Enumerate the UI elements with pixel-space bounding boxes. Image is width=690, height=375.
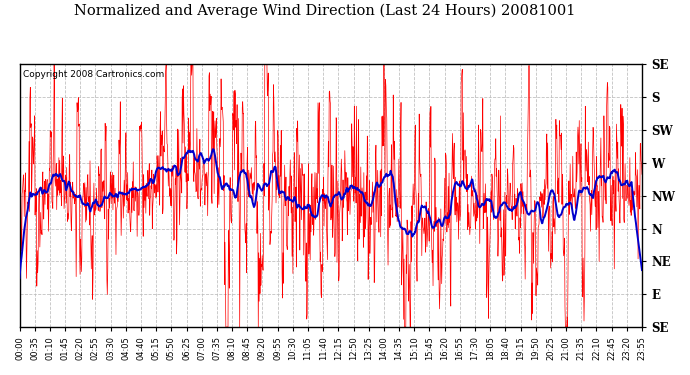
Text: Normalized and Average Wind Direction (Last 24 Hours) 20081001: Normalized and Average Wind Direction (L… bbox=[74, 4, 575, 18]
Text: Copyright 2008 Cartronics.com: Copyright 2008 Cartronics.com bbox=[23, 70, 164, 79]
